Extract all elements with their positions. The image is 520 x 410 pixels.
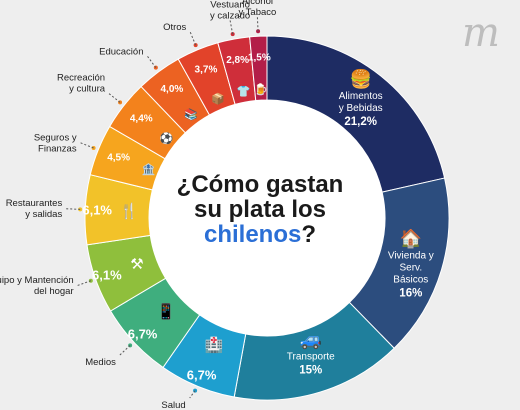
outer-label-recreacion-y-cultura: Recreación y cultura <box>57 73 106 95</box>
brand-logo: m <box>462 10 500 56</box>
car-icon: 🚙 <box>300 329 322 350</box>
slice-value-equipo-y-mantencion-del-hogar: 6,1% <box>92 268 122 283</box>
slice-value-vestuario-y-calzado: 2,8% <box>226 55 249 66</box>
outer-label-educacion: Educación <box>99 46 143 57</box>
slice-value-otros: 3,7% <box>195 65 218 76</box>
slice-value-recreacion-y-cultura: 4,4% <box>130 114 153 125</box>
slice-value-seguros-y-finanzas: 4,5% <box>107 153 130 164</box>
center-title-line-3: chilenos? <box>150 222 370 247</box>
donut-hole <box>149 100 385 336</box>
center-title-highlight: chilenos <box>203 221 302 248</box>
center-title-line-1: ¿Cómo gastan <box>176 171 344 198</box>
outer-label-medios: Medios <box>85 357 116 368</box>
slice-value-medios: 6,7% <box>128 326 158 341</box>
leader-line-medios <box>119 345 131 356</box>
house-icon: 🏠 <box>400 229 422 249</box>
chart-center-title: ¿Cómo gastan su plata los chilenos? <box>150 172 370 247</box>
outer-label-seguros-y-finanzas: Seguros y Finanzas <box>34 132 77 154</box>
package-icon: 📦 <box>211 93 225 106</box>
leader-line-alcohol-y-tabaco <box>256 17 259 32</box>
slice-value-vivienda-y-serv-basicos: 16% <box>399 288 422 300</box>
slice-value-alimentos-y-bebidas: 21,2% <box>344 116 377 128</box>
bank-icon: 🏦 <box>141 163 155 176</box>
tshirt-icon: 👕 <box>237 85 251 98</box>
hospital-icon: 🏥 <box>205 336 224 354</box>
books-icon: 📚 <box>184 108 198 121</box>
leader-line-recreacion-y-cultura <box>108 93 121 103</box>
tools-icon: ⚒ <box>130 256 143 273</box>
beer-icon: 🍺 <box>254 82 268 96</box>
fork-knife-icon: 🍴 <box>120 202 139 220</box>
slice-value-educacion: 4,0% <box>160 84 183 95</box>
slice-label-transporte: Transporte <box>287 351 335 362</box>
leader-line-educacion <box>147 56 157 68</box>
leader-line-equipo-y-mantencion-del-hogar <box>77 280 92 286</box>
soccer-ball-icon: ⚽ <box>159 132 174 145</box>
slice-label-alimentos-y-bebidas: Alimentos y Bebidas <box>339 91 383 114</box>
burger-icon: 🍔 <box>349 68 371 89</box>
slice-value-salud: 6,7% <box>187 367 217 382</box>
slice-value-alcohol-y-tabaco: 1,5% <box>248 53 271 64</box>
leader-line-vestuario-y-calzado <box>229 20 234 35</box>
slice-value-transporte: 15% <box>299 364 322 376</box>
leader-line-salud <box>189 390 196 399</box>
outer-label-vestuario-y-calzado: Vestuario y calzado <box>210 0 250 21</box>
outer-label-otros: Otros <box>163 22 186 33</box>
leader-line-restaurantes-y-salidas <box>66 208 81 210</box>
outer-label-salud: Salud <box>161 400 185 410</box>
slice-label-vivienda-y-serv-basicos: Vivienda y Serv. Básicos <box>388 251 434 286</box>
mobile-phone-icon: 📱 <box>157 303 176 321</box>
slice-value-restaurantes-y-salidas: 6,1% <box>82 203 112 218</box>
center-title-question-mark: ? <box>301 221 317 248</box>
leader-line-otros <box>189 32 197 46</box>
center-title-line-2: su plata los <box>193 196 327 223</box>
outer-label-alcohol-y-tabaco: Alcohol y Tabaco <box>238 0 276 18</box>
leader-line-seguros-y-finanzas <box>80 142 94 149</box>
outer-label-restaurantes-y-salidas: Restaurantes y salidas <box>6 198 63 220</box>
